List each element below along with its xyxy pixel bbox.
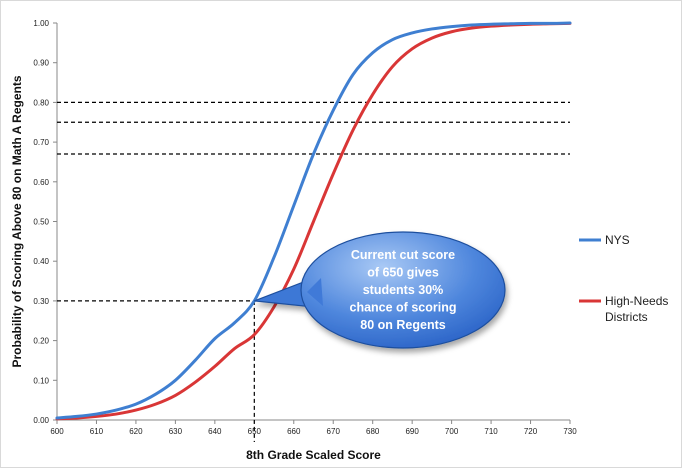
x-tick-label: 680 (366, 427, 380, 436)
callout-text-line: 80 on Regents (360, 318, 445, 332)
y-tick-label: 0.90 (33, 59, 49, 68)
callout-bubble (254, 231, 506, 349)
x-tick-label: 610 (90, 427, 104, 436)
high-needs-line (55, 21, 572, 421)
x-tick-label: 690 (405, 427, 419, 436)
callout-text-line: of 650 gives (367, 266, 439, 280)
legend: NYS High-Needs Districts (579, 233, 668, 324)
y-tick-label: 0.70 (33, 138, 49, 147)
x-tick-label: 650 (248, 427, 262, 436)
x-tick-label: 640 (208, 427, 222, 436)
callout-seam (307, 278, 323, 306)
reference-lines (57, 101, 570, 442)
callout-ellipse (300, 231, 506, 349)
x-tick-label: 600 (50, 427, 64, 436)
x-tick-label: 700 (445, 427, 459, 436)
callout-text-line: chance of scoring (350, 301, 457, 315)
y-tick-label: 0.00 (33, 416, 49, 425)
x-tick-label: 660 (287, 427, 301, 436)
y-tick-label: 0.20 (33, 337, 49, 346)
y-tick-label: 0.80 (33, 98, 49, 107)
callout: Current cut score of 650 gives students 30… (254, 231, 506, 349)
x-tick-label: 670 (327, 427, 341, 436)
y-axis-title: Probability of Scoring Above 80 on Math … (10, 75, 24, 367)
nys-line (55, 21, 572, 420)
legend-label: High-Needs (605, 294, 668, 308)
callout-text-line: Current cut score (351, 248, 455, 262)
legend-label: Districts (605, 310, 648, 324)
x-tick-label: 730 (563, 427, 577, 436)
y-tick-label: 0.30 (33, 297, 49, 306)
axes: 0.00 0.10 0.20 0.30 0.40 0.50 0.60 0.70 0.80 0.90… (33, 19, 577, 436)
legend-high-needs: High-Needs Districts (579, 294, 668, 324)
legend-nys: NYS (579, 233, 630, 247)
x-tick-label: 720 (524, 427, 538, 436)
y-tick-label: 0.40 (33, 257, 49, 266)
y-tick-label: 0.10 (33, 376, 49, 385)
x-tick-label: 710 (484, 427, 498, 436)
legend-label: NYS (605, 233, 630, 247)
x-tick-label: 630 (169, 427, 183, 436)
x-tick-label: 620 (129, 427, 143, 436)
series-layer (55, 21, 572, 421)
x-axis-title: 8th Grade Scaled Score (246, 448, 381, 462)
y-tick-label: 0.60 (33, 178, 49, 187)
y-tick-label: 1.00 (33, 19, 49, 28)
y-tick-label: 0.50 (33, 218, 49, 227)
callout-text-line: students 30% (363, 283, 444, 297)
